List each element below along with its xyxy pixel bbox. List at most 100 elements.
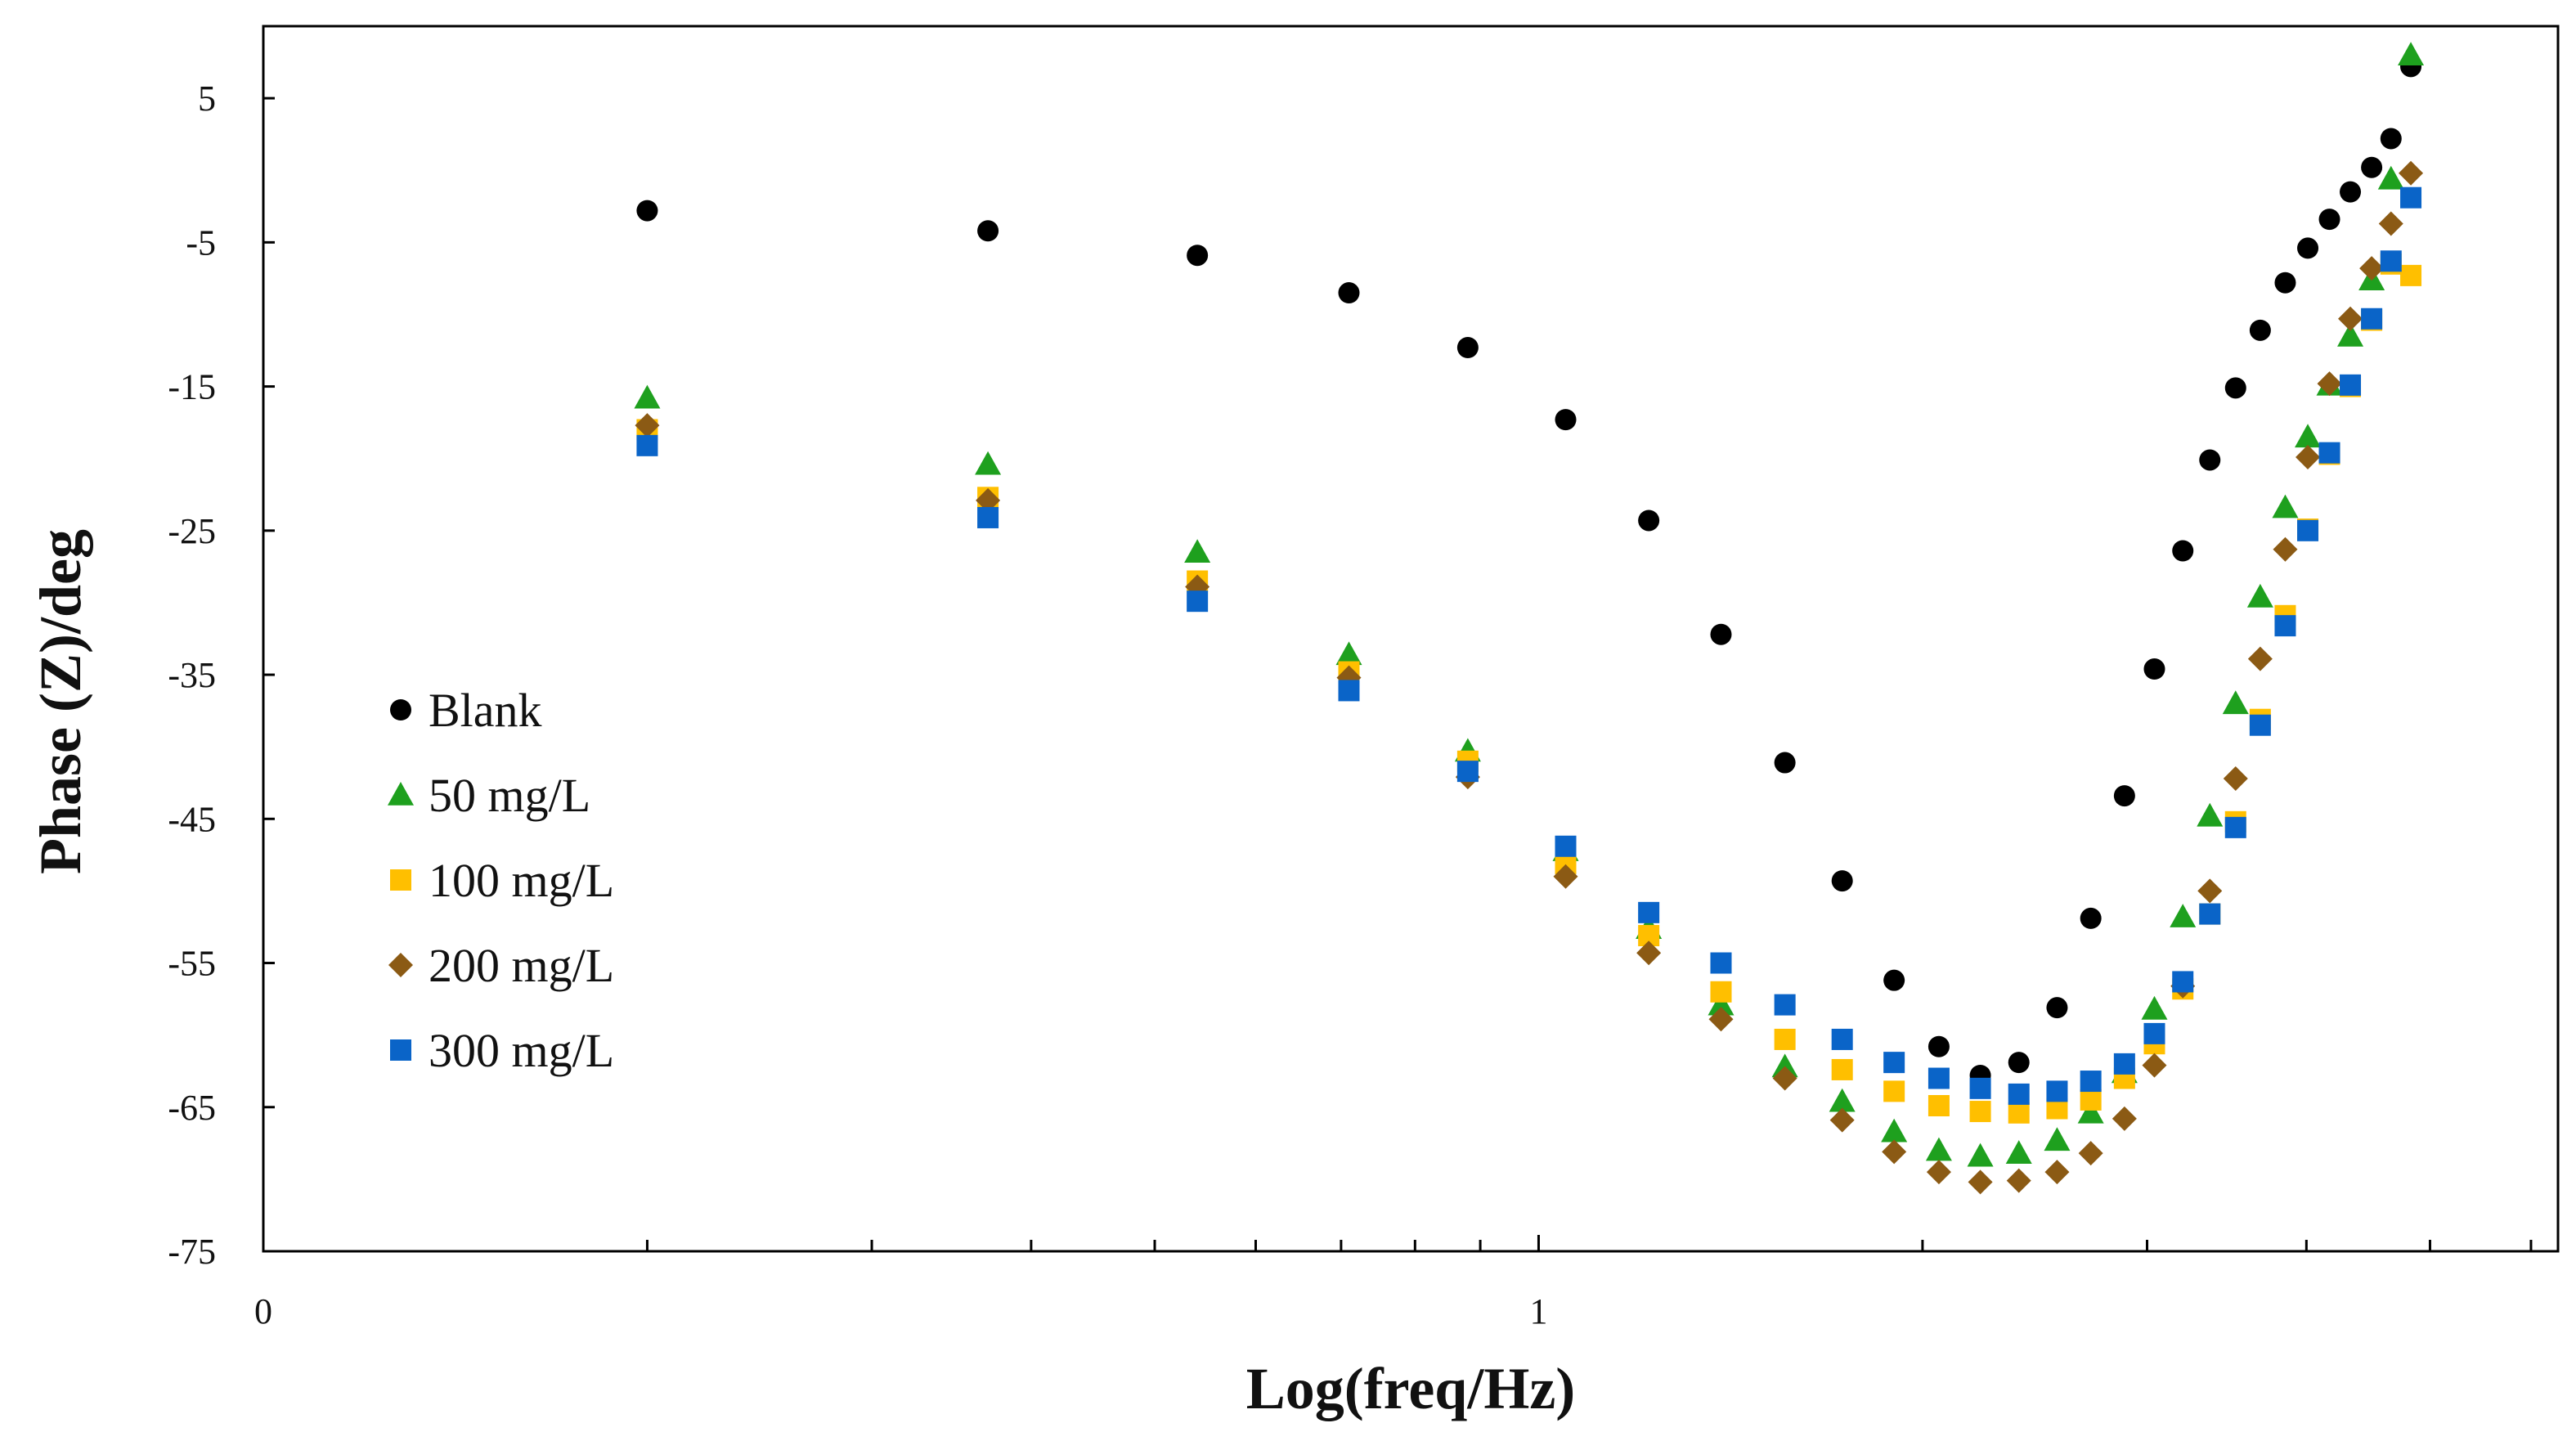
data-point	[2361, 156, 2383, 178]
data-point	[2223, 765, 2248, 791]
legend: Blank 50 mg/L 100 mg/L 200 mg/L 300 mg/L	[388, 684, 614, 1077]
data-point	[1456, 761, 1479, 783]
data-point	[1708, 1007, 1734, 1032]
data-point	[2077, 1099, 2104, 1124]
data-point	[1967, 1142, 1994, 1167]
data-point	[1829, 1088, 1856, 1112]
data-point	[2006, 1168, 2031, 1193]
data-point	[2172, 540, 2194, 562]
data-point	[1636, 940, 1662, 966]
data-point	[976, 487, 1001, 513]
data-point	[1969, 1077, 1991, 1099]
data-point	[1555, 409, 1577, 431]
data-point	[2273, 536, 2298, 562]
data-point	[2380, 250, 2402, 272]
x-tick-label: 0	[254, 1291, 272, 1331]
data-point	[1928, 1035, 1950, 1057]
data-point	[2274, 615, 2296, 637]
data-point	[635, 413, 660, 438]
data-point	[2318, 209, 2340, 231]
data-point	[1338, 680, 1360, 702]
data-point	[1187, 590, 1209, 613]
data-point	[1456, 337, 1479, 359]
data-point	[1829, 1107, 1855, 1133]
data-point	[2143, 658, 2165, 680]
data-point	[636, 200, 658, 222]
data-point	[1774, 994, 1796, 1016]
data-point	[2295, 424, 2322, 448]
data-point	[2246, 583, 2273, 608]
x-tick-label: 1	[1529, 1291, 1547, 1331]
data-point	[2046, 997, 2068, 1019]
data-point	[2044, 1127, 2071, 1151]
data-point	[1882, 1139, 1907, 1165]
data-point	[1708, 991, 1735, 1016]
data-point	[1969, 1101, 1991, 1123]
data-point	[634, 384, 661, 409]
data-point	[2338, 306, 2363, 331]
data-point	[1710, 952, 1732, 974]
data-point	[2340, 181, 2362, 203]
data-point	[1553, 864, 1578, 889]
data-point	[1881, 1118, 1908, 1142]
data-point	[2359, 256, 2385, 281]
data-point	[2399, 160, 2424, 186]
data-point	[1772, 1066, 1797, 1091]
data-point	[2197, 878, 2223, 904]
data-point	[2046, 1080, 2068, 1102]
legend-marker	[388, 782, 414, 806]
data-point	[1831, 870, 1853, 892]
y-tick-label: -55	[168, 944, 216, 984]
data-point	[2008, 1102, 2030, 1124]
y-tick-label: -25	[168, 511, 216, 551]
y-tick-label: 5	[198, 79, 216, 119]
data-point	[636, 434, 658, 456]
plot-area	[262, 25, 2560, 1253]
data-point	[1883, 969, 1905, 991]
data-point	[2249, 319, 2271, 341]
y-tick-label: -15	[168, 367, 216, 407]
data-point	[1771, 1053, 1798, 1078]
data-point	[977, 506, 999, 528]
y-tick-label: -45	[168, 799, 216, 839]
legend-label: 50 mg/L	[429, 769, 590, 822]
data-point	[2170, 904, 2197, 927]
data-point	[2080, 1089, 2102, 1111]
data-point	[2113, 1053, 2135, 1075]
series-blank	[636, 56, 2422, 1086]
data-point	[1831, 1028, 1853, 1050]
data-point	[2008, 1083, 2030, 1105]
y-tick-label: -75	[168, 1232, 216, 1272]
data-point	[2143, 1022, 2165, 1044]
data-point	[2247, 646, 2273, 671]
legend-label: 200 mg/L	[429, 939, 614, 992]
data-point	[2400, 186, 2422, 209]
data-point	[2008, 1052, 2030, 1074]
data-point	[2318, 442, 2340, 464]
data-point	[2249, 714, 2271, 736]
legend-label: Blank	[429, 684, 542, 737]
data-point	[1184, 539, 1211, 563]
data-point	[975, 451, 1002, 475]
data-point	[2296, 444, 2321, 469]
data-point	[2199, 449, 2221, 471]
series-200-mg-l	[635, 160, 2424, 1195]
data-point	[2337, 322, 2364, 347]
data-point	[1338, 282, 1360, 304]
data-point	[2141, 995, 2168, 1020]
data-point	[1187, 245, 1209, 267]
data-point	[1925, 1137, 1952, 1161]
data-point	[1555, 835, 1577, 857]
data-point	[2080, 1071, 2102, 1093]
data-point	[1883, 1080, 1905, 1102]
data-point	[2224, 816, 2246, 838]
data-point	[2272, 494, 2299, 518]
legend-marker	[388, 953, 413, 977]
data-point	[2112, 1106, 2137, 1131]
data-point	[1928, 1067, 1950, 1089]
data-point	[1335, 641, 1362, 666]
data-point	[2199, 903, 2221, 925]
series-50-mg-l	[634, 42, 2425, 1167]
series-300-mg-l	[636, 186, 2422, 1105]
